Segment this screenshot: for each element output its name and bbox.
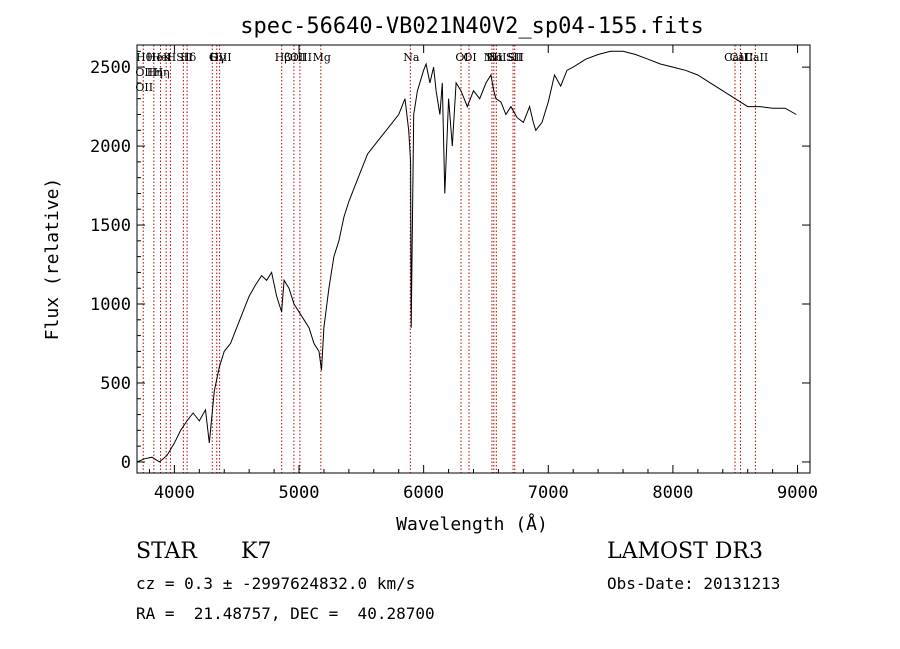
line-label: OIII [290, 51, 312, 64]
line-label: Hδ [180, 51, 197, 64]
line-label: SII [176, 51, 192, 64]
line-label: Hη [153, 66, 169, 79]
y-tick-label: 0 [121, 453, 131, 473]
line-label: NII [488, 51, 506, 64]
x-axis-ticks: 4000 5000 6000 7000 8000 9000 [148, 45, 818, 503]
y-axis-ticks: 0 500 1000 1500 2000 2500 [90, 50, 810, 473]
emission-line-markers [142, 45, 756, 473]
line-label: Hη [147, 66, 163, 79]
line-label: Hα [486, 51, 504, 64]
line-label: SII [508, 51, 524, 64]
x-tick-label: 4000 [154, 483, 195, 503]
x-tick-label: 6000 [403, 483, 444, 503]
line-label: Hβ [275, 51, 291, 64]
line-label: SII [506, 51, 522, 64]
line-label: OI [455, 51, 468, 64]
x-axis-label: Wavelength (Å) [396, 513, 548, 535]
line-label: He [147, 51, 163, 64]
line-label: Hγ [210, 51, 227, 64]
line-label: Mg [313, 51, 331, 64]
line-label: CaII [724, 51, 748, 64]
observation-date: Obs-Date: 20131213 [607, 574, 781, 593]
line-label: OII [135, 81, 153, 94]
object-class: STAR [136, 539, 197, 564]
y-tick-label: 500 [100, 374, 131, 394]
y-axis-label: Flux (relative) [42, 178, 63, 341]
line-label: HeI [151, 51, 171, 64]
y-tick-label: 2000 [90, 137, 131, 157]
plot-frame [136, 44, 811, 474]
x-tick-label: 9000 [777, 483, 818, 503]
redshift-readout: cz = 0.3 ± -2997624832.0 km/s [136, 574, 416, 593]
coordinates-readout: RA = 21.48757, DEC = 40.28700 [136, 604, 435, 623]
y-tick-label: 2500 [90, 58, 131, 78]
line-label: K [163, 51, 172, 64]
spectrum-line [136, 50, 797, 463]
y-tick-label: 1000 [90, 295, 131, 315]
line-label: OIII [284, 51, 306, 64]
chart-title: spec-56640-VB021N40V2_sp04-155.fits [240, 14, 704, 39]
line-label: H [167, 51, 177, 64]
line-label: OII [135, 66, 153, 79]
y-tick-label: 1500 [90, 216, 131, 236]
line-label: NII [484, 51, 502, 64]
line-label: Na [403, 51, 420, 64]
line-label: G [209, 51, 218, 64]
line-label: Hθ [136, 51, 153, 64]
x-tick-label: 5000 [279, 483, 320, 503]
line-label: CaII [730, 51, 754, 64]
line-label: OI [463, 51, 476, 64]
x-tick-label: 7000 [528, 483, 569, 503]
survey-name: LAMOST DR3 [607, 539, 763, 564]
line-label: CaII [745, 51, 769, 64]
line-label: OIII [210, 51, 232, 64]
x-tick-label: 8000 [652, 483, 693, 503]
object-subclass: K7 [241, 539, 272, 564]
